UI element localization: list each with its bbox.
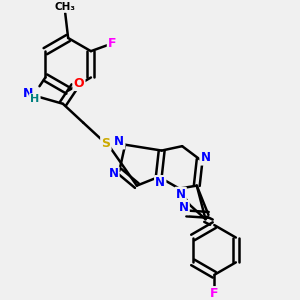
Text: N: N — [155, 176, 165, 189]
Text: S: S — [101, 137, 110, 150]
Text: N: N — [176, 188, 186, 201]
Text: N: N — [178, 201, 189, 214]
Text: O: O — [74, 77, 84, 90]
Text: H: H — [30, 94, 40, 104]
Text: F: F — [210, 287, 219, 300]
Text: F: F — [108, 38, 116, 50]
Text: CH₃: CH₃ — [55, 2, 76, 12]
Text: N: N — [109, 167, 118, 180]
Text: N: N — [114, 135, 124, 148]
Text: N: N — [200, 152, 211, 164]
Text: N: N — [22, 87, 33, 100]
